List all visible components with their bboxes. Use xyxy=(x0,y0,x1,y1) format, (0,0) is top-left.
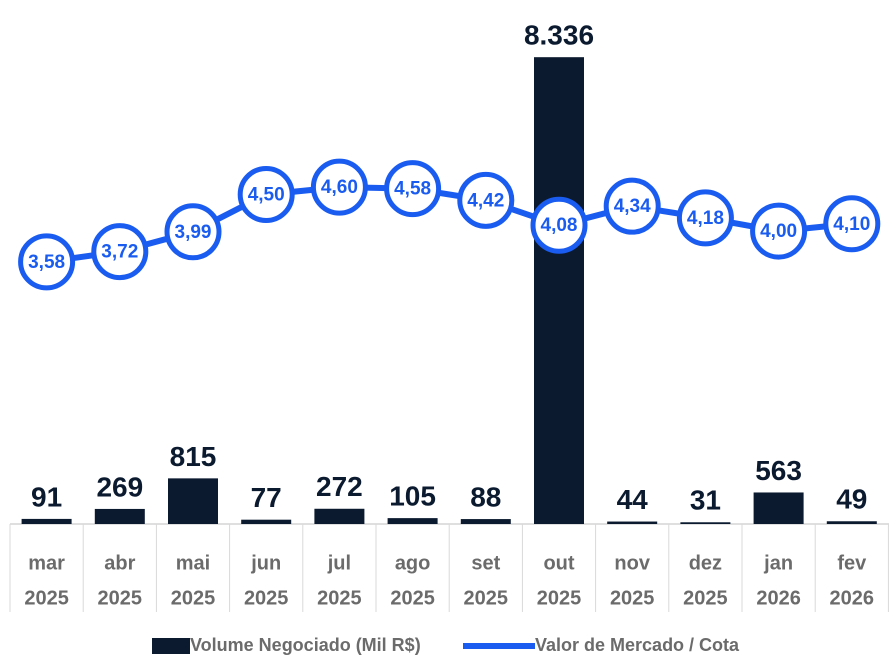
point xyxy=(310,158,368,216)
x-tick-label: 2026 xyxy=(756,587,801,609)
x-tick-label: 2025 xyxy=(24,587,69,609)
bar-label: 8.336 xyxy=(524,20,594,51)
point-label: 4,34 xyxy=(614,196,651,217)
x-tick-label: 2025 xyxy=(610,587,655,609)
x-tick-label: 2025 xyxy=(244,587,289,609)
legend-swatch xyxy=(152,638,190,654)
x-tick-label: set xyxy=(471,552,500,574)
point xyxy=(164,203,222,261)
bar-label: 105 xyxy=(389,481,436,512)
bar-label: 269 xyxy=(96,471,143,502)
point xyxy=(384,160,442,218)
point-label: 4,10 xyxy=(833,214,870,235)
bar-label: 77 xyxy=(251,482,282,513)
point-label: 3,72 xyxy=(101,242,138,263)
bar xyxy=(460,519,511,524)
point xyxy=(603,177,661,235)
point xyxy=(750,202,808,260)
point-label: 3,99 xyxy=(175,222,212,243)
bar-label: 31 xyxy=(690,485,721,516)
x-tick-label: 2025 xyxy=(464,587,509,609)
x-tick-label: mai xyxy=(176,552,210,574)
bar xyxy=(387,518,438,524)
point-label: 4,00 xyxy=(760,221,797,242)
bar-label: 91 xyxy=(31,481,62,512)
bar xyxy=(680,522,731,524)
x-tick-label: nov xyxy=(614,552,650,574)
x-tick-label: fev xyxy=(837,552,867,574)
x-tick-label: 2025 xyxy=(683,587,728,609)
x-tick-label: 2026 xyxy=(830,587,875,609)
x-tick-label: 2025 xyxy=(537,587,582,609)
bar-label: 88 xyxy=(470,481,501,512)
point xyxy=(823,195,881,253)
bar xyxy=(314,508,365,524)
bar xyxy=(168,478,218,524)
point xyxy=(457,171,515,229)
x-tick-label: dez xyxy=(689,552,722,574)
x-tick-label: jan xyxy=(763,552,793,574)
bar xyxy=(21,518,72,524)
x-tick-label: 2025 xyxy=(171,587,216,609)
bar xyxy=(753,492,804,524)
bar-label: 563 xyxy=(755,455,802,486)
bar-label: 272 xyxy=(316,471,363,502)
point-label: 4,18 xyxy=(687,208,724,229)
legend-label: Volume Negociado (Mil R$) xyxy=(190,635,421,655)
point-label: 3,58 xyxy=(28,252,65,273)
bar xyxy=(534,57,584,525)
x-tick-label: 2025 xyxy=(98,587,143,609)
bar-label: 44 xyxy=(617,484,649,515)
x-tick-label: ago xyxy=(395,552,431,574)
x-tick-label: jul xyxy=(327,552,351,574)
legend-label: Valor de Mercado / Cota xyxy=(535,635,740,655)
x-tick-label: mar xyxy=(28,552,65,574)
bar-label: 49 xyxy=(836,484,867,515)
point xyxy=(91,223,149,281)
x-tick-label: 2025 xyxy=(390,587,435,609)
bar xyxy=(607,521,658,524)
x-tick-label: abr xyxy=(104,552,135,574)
x-tick-label: out xyxy=(543,552,574,574)
point-label: 4,60 xyxy=(321,177,358,198)
bar xyxy=(94,508,145,524)
point-label: 4,58 xyxy=(394,179,431,200)
point-label: 4,50 xyxy=(248,184,285,205)
bar xyxy=(241,519,292,524)
point xyxy=(530,196,588,254)
x-tick-label: 2025 xyxy=(317,587,362,609)
point xyxy=(18,233,76,291)
point xyxy=(676,189,734,247)
bar-label: 815 xyxy=(170,441,217,472)
bar xyxy=(826,521,877,524)
point xyxy=(237,165,295,223)
x-tick-label: jun xyxy=(250,552,281,574)
point-label: 4,42 xyxy=(467,190,504,211)
point-label: 4,08 xyxy=(541,215,578,236)
